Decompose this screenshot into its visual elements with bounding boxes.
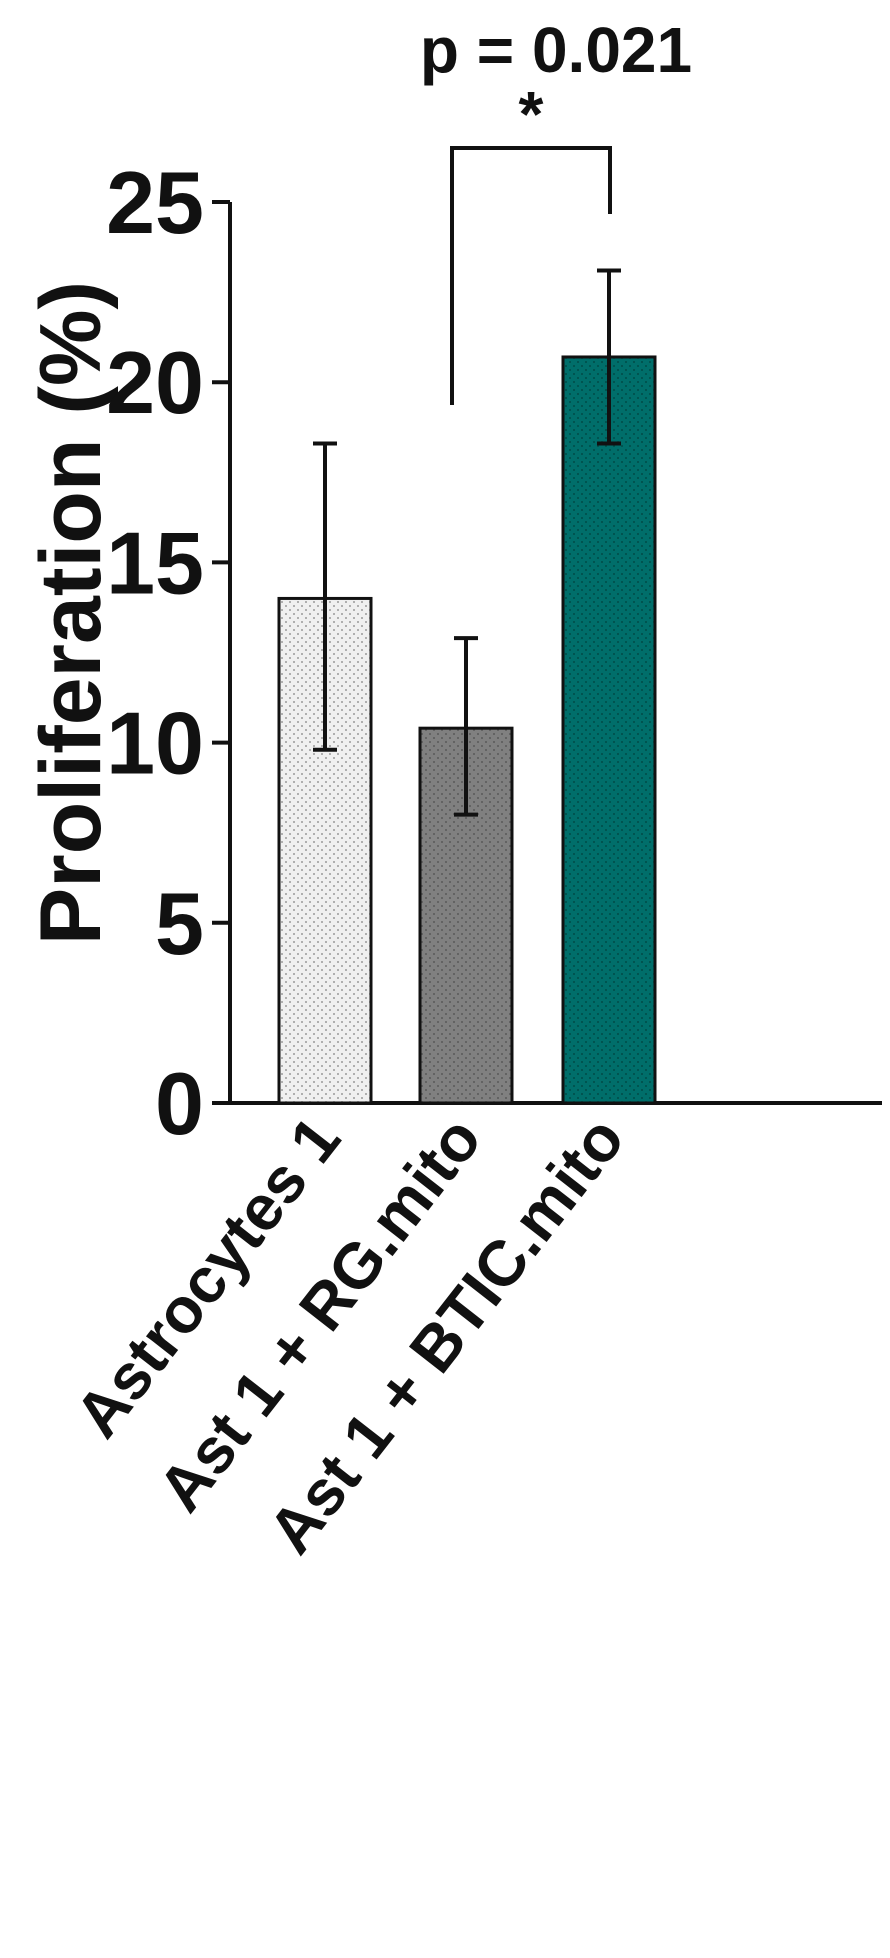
significance-marker: * bbox=[519, 78, 544, 150]
y-tick-label-15: 15 bbox=[106, 513, 204, 612]
bars-group bbox=[277, 355, 657, 1105]
y-axis-label-group: Proliferation (%) bbox=[23, 281, 119, 945]
y-tick-label-0: 0 bbox=[155, 1054, 204, 1153]
significance-bracket bbox=[450, 146, 612, 405]
error-bars-group bbox=[313, 268, 621, 817]
bar-3 bbox=[561, 355, 657, 1105]
y-axis-label: Proliferation (%) bbox=[23, 281, 119, 945]
y-tick-label-10: 10 bbox=[106, 694, 204, 793]
y-tick-label-20: 20 bbox=[106, 333, 204, 432]
y-tick-label-25: 25 bbox=[106, 153, 204, 252]
p-value-label: p = 0.021 bbox=[420, 14, 692, 86]
axes-group: 0 5 10 15 20 25 bbox=[106, 153, 882, 1153]
y-tick-label-5: 5 bbox=[155, 874, 204, 973]
significance-group: *p = 0.021 bbox=[420, 14, 692, 405]
